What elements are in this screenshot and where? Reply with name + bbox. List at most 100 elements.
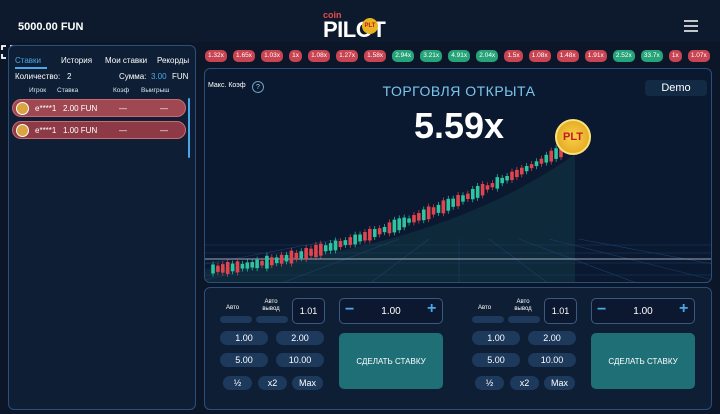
amount: 1.00 [633,306,653,317]
bet-action[interactable]: x2 [258,376,287,390]
history-chip[interactable]: 1.91x [584,50,607,62]
bet-action[interactable]: ½ [475,376,504,390]
help-icon[interactable]: ? [252,81,264,93]
candle [554,148,558,159]
tab[interactable]: Мои ставки [105,56,148,65]
quick-amount[interactable]: 10.00 [276,353,324,367]
history-chip[interactable]: 1.32x [205,50,227,62]
candle [500,177,504,184]
quick-amount[interactable]: 1.00 [220,331,268,345]
candle [240,263,245,269]
quick-amount[interactable]: 5.00 [472,353,520,367]
candle [250,262,255,268]
tab[interactable]: Ставки [15,56,42,65]
quick-amount[interactable]: 2.00 [528,331,576,345]
auto-label: Авто [226,305,240,311]
count-label: Количество: [15,72,61,81]
history-chip[interactable]: 2.94x [392,50,415,62]
history-chip[interactable]: 1.27x [336,50,359,62]
bet-cell: 2.00 FUN [63,104,98,113]
history-chip[interactable]: 1.03x [261,50,283,62]
auto-cashout-toggle[interactable] [256,316,288,323]
candle [216,265,220,272]
column-header: Ставка [57,87,79,94]
plus-button[interactable]: + [679,300,689,317]
candle [412,215,416,223]
candle [221,264,225,273]
sum: 3.00 [151,72,167,81]
bet-cell: — [119,104,127,113]
history-chip[interactable]: 1x [289,50,302,62]
candle [519,167,524,175]
candle [534,161,539,167]
history-chip[interactable]: 1x [668,50,682,62]
history-chip[interactable]: 2.52x [612,50,635,62]
minus-button[interactable]: − [345,301,355,318]
quick-amount[interactable]: 5.00 [220,353,268,367]
candle [304,248,308,259]
bet-panel: Авто Авто вывод 1.01 − 1.00 +1.00 2.00 5.00 10.0… [458,289,708,408]
glow-area [205,154,575,282]
floor-grid [371,238,430,282]
bet-action[interactable]: ½ [223,376,252,390]
history-chip[interactable]: 1.07x [687,50,710,62]
history-chip[interactable]: 1.08x [308,50,330,62]
quick-amount[interactable]: 10.00 [528,353,576,367]
bet-panel: Авто Авто вывод 1.01 − 1.00 +1.00 2.00 5.00 10.0… [206,289,456,408]
minus-button[interactable]: − [597,301,607,318]
candle [456,195,460,207]
candle [235,261,240,273]
candle [294,252,299,259]
candle [441,200,446,214]
history-chip[interactable]: 1.65x [233,50,255,62]
place-bet-button[interactable]: СДЕЛАТЬ СТАВКУ [339,333,443,389]
avatar [16,124,29,137]
cashout-input[interactable]: 1.01 [544,298,577,324]
bet-cell: e****1 [35,126,57,135]
candle [524,166,529,172]
history-chip[interactable]: 4.91x [448,50,471,62]
history-chip[interactable]: 1.58x [364,50,387,62]
amount: 1.00 [381,306,401,317]
tab[interactable]: Рекорды [157,56,190,65]
place-bet-button[interactable]: СДЕЛАТЬ СТАВКУ [591,333,695,389]
history-chip[interactable]: 1.48x [556,50,579,62]
auto-label: Авто [478,305,492,311]
candle [314,244,318,258]
auto-cashout-toggle[interactable] [508,316,540,323]
column-header: Коэф [113,87,130,94]
candle [274,257,279,264]
cashout-input[interactable]: 1.01 [292,298,325,324]
history-chip[interactable]: 1.5x [504,50,523,62]
tab[interactable]: История [61,56,93,65]
avatar [16,102,29,115]
candle [323,245,328,252]
bet-cell: — [160,104,168,113]
history-chip[interactable]: 3.21x [420,50,443,62]
candle [333,240,338,251]
bet-action[interactable]: x2 [510,376,539,390]
quick-amount[interactable]: 2.00 [276,331,324,345]
menu-icon[interactable] [684,20,698,32]
candle [431,207,436,215]
auto-toggle[interactable] [220,316,252,323]
candle [529,164,534,169]
plus-button[interactable]: + [427,300,437,317]
candle [372,229,377,237]
bet-action[interactable]: Max [544,376,575,390]
currency: FUN [172,72,189,81]
quick-amount[interactable]: 1.00 [472,331,520,345]
history-chip[interactable]: 2.04x [476,50,499,62]
candle [230,263,235,272]
amount-stepper: − 1.00 + [591,298,695,324]
candle [539,158,544,164]
history-chip[interactable]: 33.7x [640,50,663,62]
bet-action[interactable]: Max [292,376,323,390]
candle [265,255,269,269]
auto-toggle[interactable] [472,316,504,323]
sum-label: Сумма: [119,72,147,81]
candle [255,259,259,269]
candle [245,262,250,269]
bet-cell: — [119,126,127,135]
history-chip[interactable]: 1.08x [528,50,551,62]
